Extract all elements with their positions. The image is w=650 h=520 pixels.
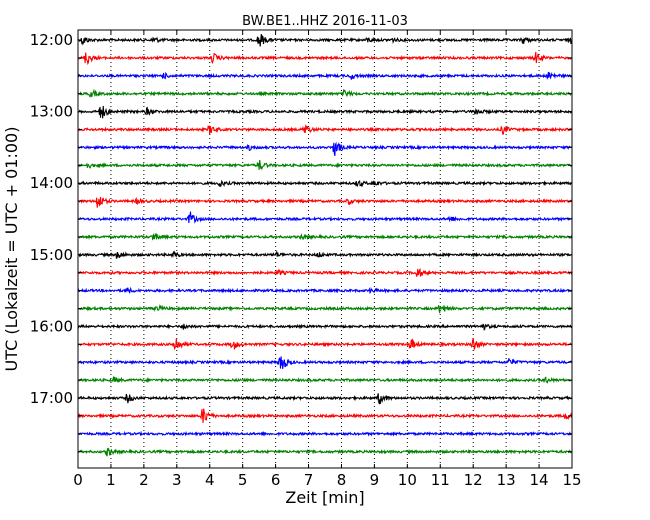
x-tick-label: 12 (464, 471, 483, 489)
seismic-trace (77, 179, 573, 188)
y-axis-label: UTC (Lokalzeit = UTC + 01:00) (2, 127, 21, 372)
x-tick-label: 13 (497, 471, 516, 489)
seismic-trace (77, 233, 573, 241)
x-tick-label: 1 (106, 471, 116, 489)
y-tick-label: 14:00 (30, 174, 73, 192)
seismic-trace (77, 303, 573, 314)
x-axis-label: Zeit [min] (285, 488, 364, 507)
x-tick-label: 5 (238, 471, 248, 489)
seismic-trace (77, 337, 573, 351)
x-tick-label: 2 (139, 471, 149, 489)
seismic-trace (77, 323, 573, 331)
seismic-trace (77, 430, 573, 437)
seismic-trace (77, 356, 573, 369)
grid-lines (110, 30, 540, 468)
x-tick-label: 0 (73, 471, 83, 489)
x-tick-label: 4 (205, 471, 215, 489)
x-tick-label: 8 (337, 471, 347, 489)
seismic-trace (77, 141, 573, 157)
seismic-trace (77, 249, 573, 259)
seismic-trace (78, 124, 573, 135)
x-tick-label: 14 (530, 471, 549, 489)
seismic-trace (77, 375, 573, 384)
seismic-trace (77, 211, 573, 224)
y-axis: 12:00 13:00 14:00 15:00 16:00 17:00 (30, 31, 572, 453)
seismic-trace (77, 34, 573, 47)
y-tick-label: 15:00 (30, 246, 73, 264)
seismic-trace (77, 393, 573, 405)
y-tick-label: 16:00 (30, 317, 73, 335)
seismic-trace (77, 408, 573, 423)
x-tick-label: 6 (271, 471, 281, 489)
x-tick-label: 3 (172, 471, 182, 489)
seismic-trace (77, 51, 573, 66)
x-tick-label: 11 (431, 471, 450, 489)
seismic-trace (77, 71, 573, 80)
seismic-trace (77, 159, 573, 171)
seismic-trace (77, 267, 573, 277)
y-tick-label: 12:00 (30, 31, 73, 49)
y-tick-label: 17:00 (30, 389, 73, 407)
chart-title: BW.BE1..HHZ 2016-11-03 (242, 14, 408, 29)
x-axis: 0 1 2 3 4 5 6 7 8 9 10 11 12 13 14 15 (73, 30, 582, 489)
seismic-trace (77, 286, 573, 294)
x-tick-label: 7 (304, 471, 314, 489)
seismic-trace (77, 105, 573, 119)
traces (77, 34, 573, 457)
seismic-trace (77, 196, 573, 208)
y-tick-label: 13:00 (30, 103, 73, 121)
seismic-trace (77, 447, 573, 457)
x-tick-label: 10 (398, 471, 417, 489)
seismic-trace (77, 88, 573, 98)
x-tick-label: 9 (370, 471, 380, 489)
plot-frame (77, 29, 573, 469)
x-tick-label: 15 (562, 471, 581, 489)
